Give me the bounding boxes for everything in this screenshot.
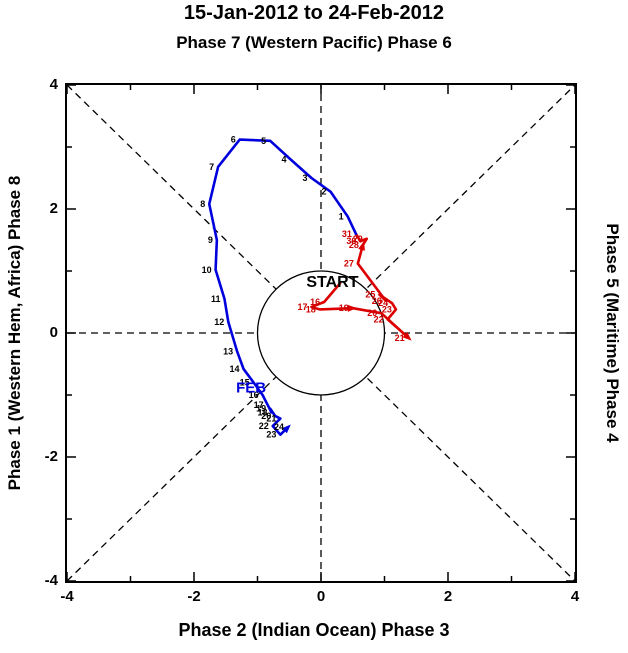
day-label: 3 [302,173,307,183]
day-label: 26 [372,296,382,306]
day-label: 6 [231,135,236,145]
day-label: 11 [211,294,221,304]
day-label: 13 [223,347,233,357]
x-tick-label: -4 [60,588,74,605]
day-label: 27 [344,259,354,269]
y-tick-label: 0 [49,324,58,341]
top-axis-label: Phase 7 (Western Pacific) Phase 6 [176,33,452,52]
day-label: 21 [395,333,405,343]
right-axis-label: Phase 5 (Maritime) Phase 4 [603,223,622,443]
day-label: 16 [310,297,320,307]
day-label: 18 [306,304,316,314]
day-label: 24 [274,422,284,432]
day-label: 12 [214,317,224,327]
feb-marker: FEB [236,380,266,397]
day-label: 23 [266,430,276,440]
day-label: 19 [339,303,349,313]
day-label: 29 [353,234,363,244]
day-label: 20 [367,308,377,318]
day-label: 21 [266,414,276,424]
day-label: 25 [365,290,375,300]
day-label: 14 [230,364,240,374]
day-label: 15 [240,378,250,388]
day-label: 16 [249,390,259,400]
day-label: 2 [322,187,327,197]
phase-space-plot: 16 17 18 19 20 21 22 23 24 25 26 27 28 29 30 31 1 2 3 4 5 6 7 8… [65,83,577,583]
page-title: 15-Jan-2012 to 24-Feb-2012 [183,2,445,24]
y-tick-label: -4 [44,572,58,589]
start-marker: START [306,274,358,291]
bottom-axis-label: Phase 2 (Indian Ocean) Phase 3 [178,620,450,640]
y-tick-label: 4 [49,76,58,93]
day-label: 9 [208,235,213,245]
day-label: 5 [261,136,266,146]
x-tick-label: 0 [316,588,326,605]
day-label: 1 [339,211,344,221]
day-label: 22 [259,421,269,431]
day-label: 19 [256,404,266,414]
day-label: 8 [200,199,205,209]
day-label: 24 [378,298,388,308]
day-label: 23 [382,304,392,314]
day-label: 7 [209,162,214,172]
day-label: 10 [202,265,212,275]
day-label: 31 [342,229,352,239]
y-tick-label: -2 [44,448,58,465]
y-tick-label: 2 [49,200,58,217]
x-tick-label: 2 [443,588,453,605]
x-tick-label: -2 [187,588,201,605]
day-label: 17 [254,400,264,410]
x-tick-label: 4 [570,588,580,605]
day-label: 28 [349,240,359,250]
day-label: 4 [282,154,287,164]
day-label: 30 [346,236,356,246]
day-label: 22 [374,314,384,324]
day-label: 17 [297,302,307,312]
day-label: 18 [257,407,267,417]
day-label: 20 [261,411,271,421]
